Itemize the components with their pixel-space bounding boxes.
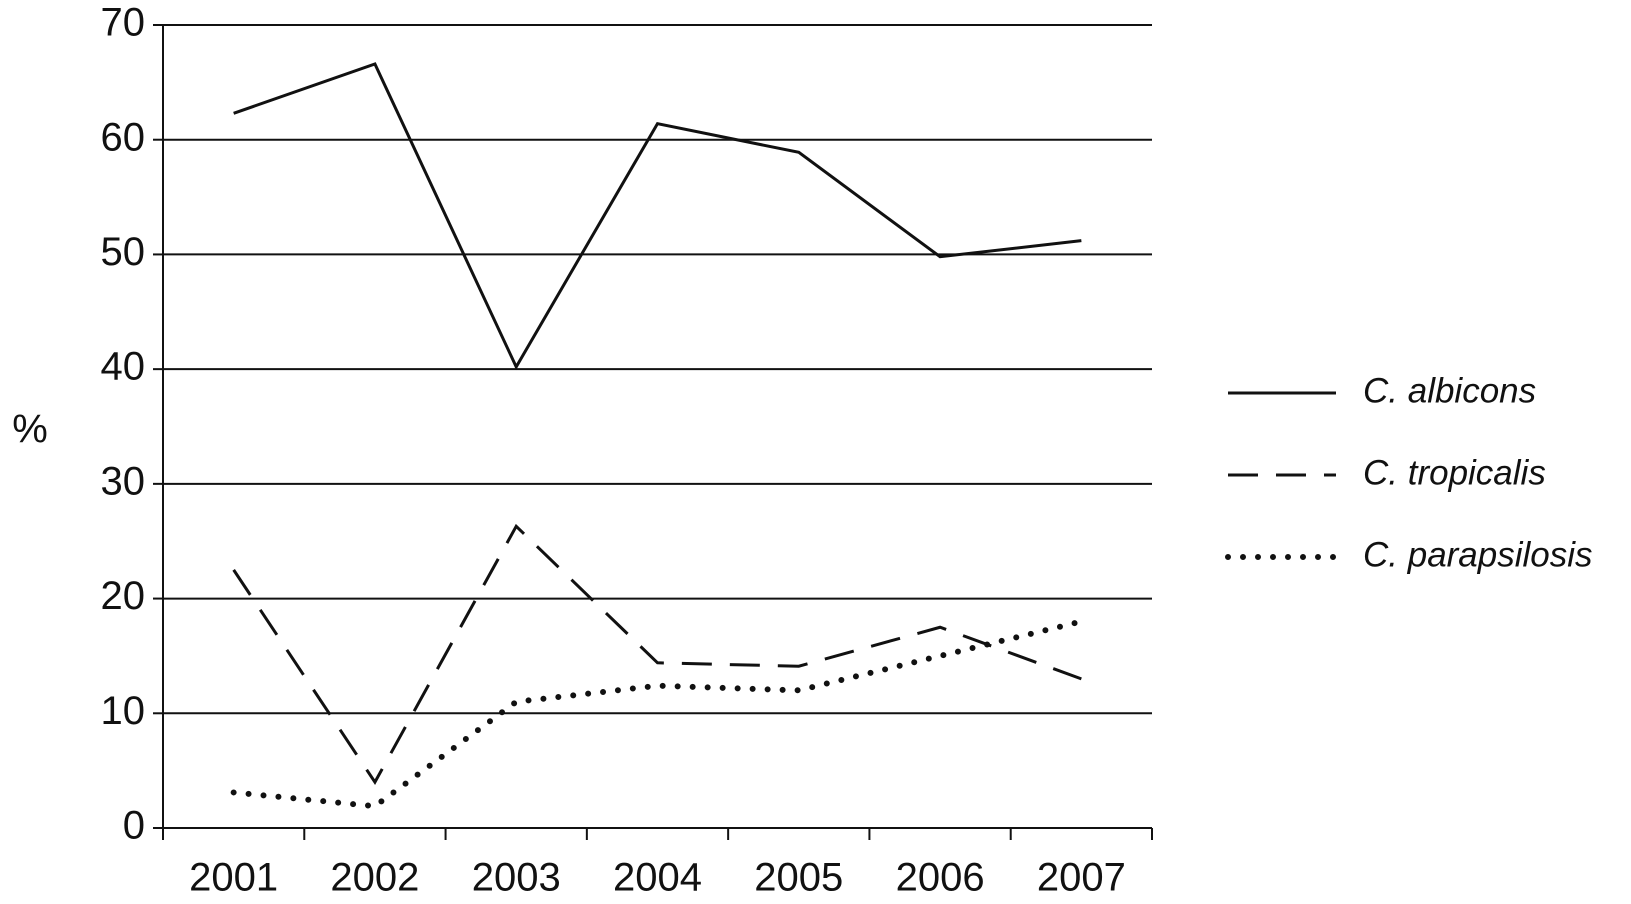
series-line xyxy=(233,62,1082,371)
x-tick-label: 2001 xyxy=(189,856,278,900)
y-tick-label: 0 xyxy=(123,804,145,848)
legend-label: C. albicons xyxy=(1363,371,1536,410)
x-tick-label: 2007 xyxy=(1037,856,1126,900)
x-tick-label: 2003 xyxy=(472,856,561,900)
x-tick-label: 2004 xyxy=(613,856,702,900)
legend-label: C. tropicalis xyxy=(1363,453,1546,492)
x-tick-label: 2006 xyxy=(896,856,985,900)
series-line xyxy=(232,523,1082,786)
y-tick-label: 50 xyxy=(101,230,146,274)
y-tick-label: 20 xyxy=(101,574,146,618)
y-tick-label: 60 xyxy=(101,115,146,159)
x-tick-label: 2002 xyxy=(330,856,419,900)
y-tick-label: 70 xyxy=(101,1,146,45)
y-tick-label: 10 xyxy=(101,689,146,733)
y-tick-label: 40 xyxy=(101,345,146,389)
y-axis-label: % xyxy=(12,408,48,452)
x-tick-label: 2005 xyxy=(754,856,843,900)
y-tick-label: 30 xyxy=(101,459,146,503)
legend-label: C. parapsilosis xyxy=(1363,535,1593,574)
